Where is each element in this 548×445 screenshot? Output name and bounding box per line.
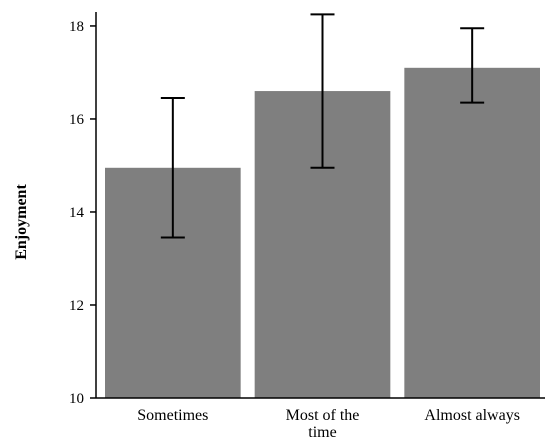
x-category-label-line: time [308, 424, 336, 441]
x-category-label: Almost always [424, 407, 520, 424]
y-tick-label: 10 [69, 391, 84, 407]
bar [404, 67, 540, 399]
y-tick-label: 18 [69, 19, 84, 35]
x-category-label-line: Most of the [286, 407, 360, 424]
y-tick-label: 16 [69, 112, 85, 128]
y-tick-label: 14 [69, 205, 85, 221]
x-category-label-line: Sometimes [137, 407, 208, 424]
x-labels-group: Sometimes Most of the time Almost always [137, 407, 520, 441]
y-axis-title: Enjoyment [13, 184, 30, 260]
x-category-label: Most of the time [286, 407, 360, 441]
axes-group [95, 12, 545, 399]
x-category-label: Sometimes [137, 407, 208, 424]
y-ticks-group: 10 12 14 16 18 [69, 19, 96, 407]
x-category-label-line: Almost always [424, 407, 520, 424]
y-tick-label: 12 [69, 298, 84, 314]
error-bars-group [160, 13, 485, 239]
